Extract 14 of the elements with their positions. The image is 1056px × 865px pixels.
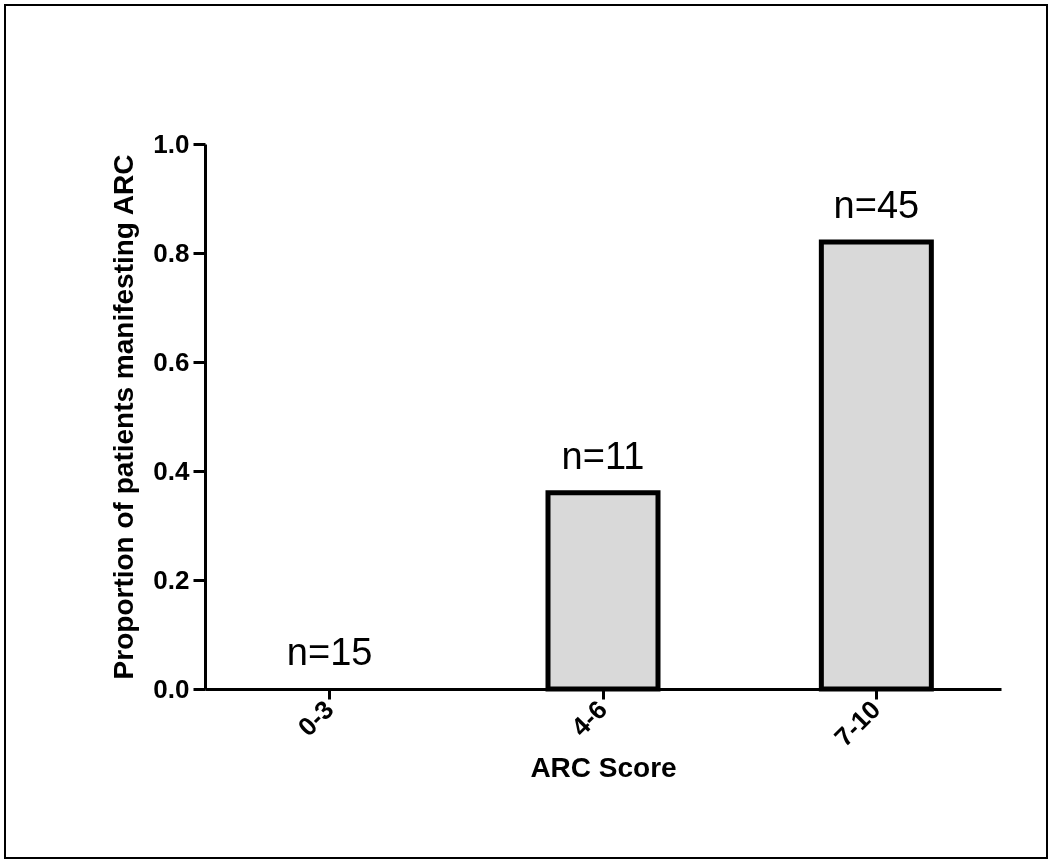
x-tick-label: 4-6	[565, 694, 613, 742]
y-tick-label: 1.0	[153, 128, 190, 159]
y-tick-label: 0.6	[153, 346, 190, 377]
y-tick-label: 0.4	[153, 455, 191, 486]
x-axis-title: ARC Score	[530, 752, 677, 784]
annotation: n=45	[833, 184, 920, 227]
annotation: n=15	[286, 631, 373, 673]
y-axis-title: Proportion of patients manifesting ARC	[108, 154, 140, 680]
y-tick-label: 0.8	[153, 237, 190, 268]
x-tick-label: 7-10	[828, 694, 887, 753]
annotation: n=11	[561, 434, 645, 477]
x-tick-label: 0-3	[291, 694, 340, 742]
y-tick-label: 0.0	[153, 673, 190, 704]
y-tick-label: 0.2	[153, 564, 190, 595]
